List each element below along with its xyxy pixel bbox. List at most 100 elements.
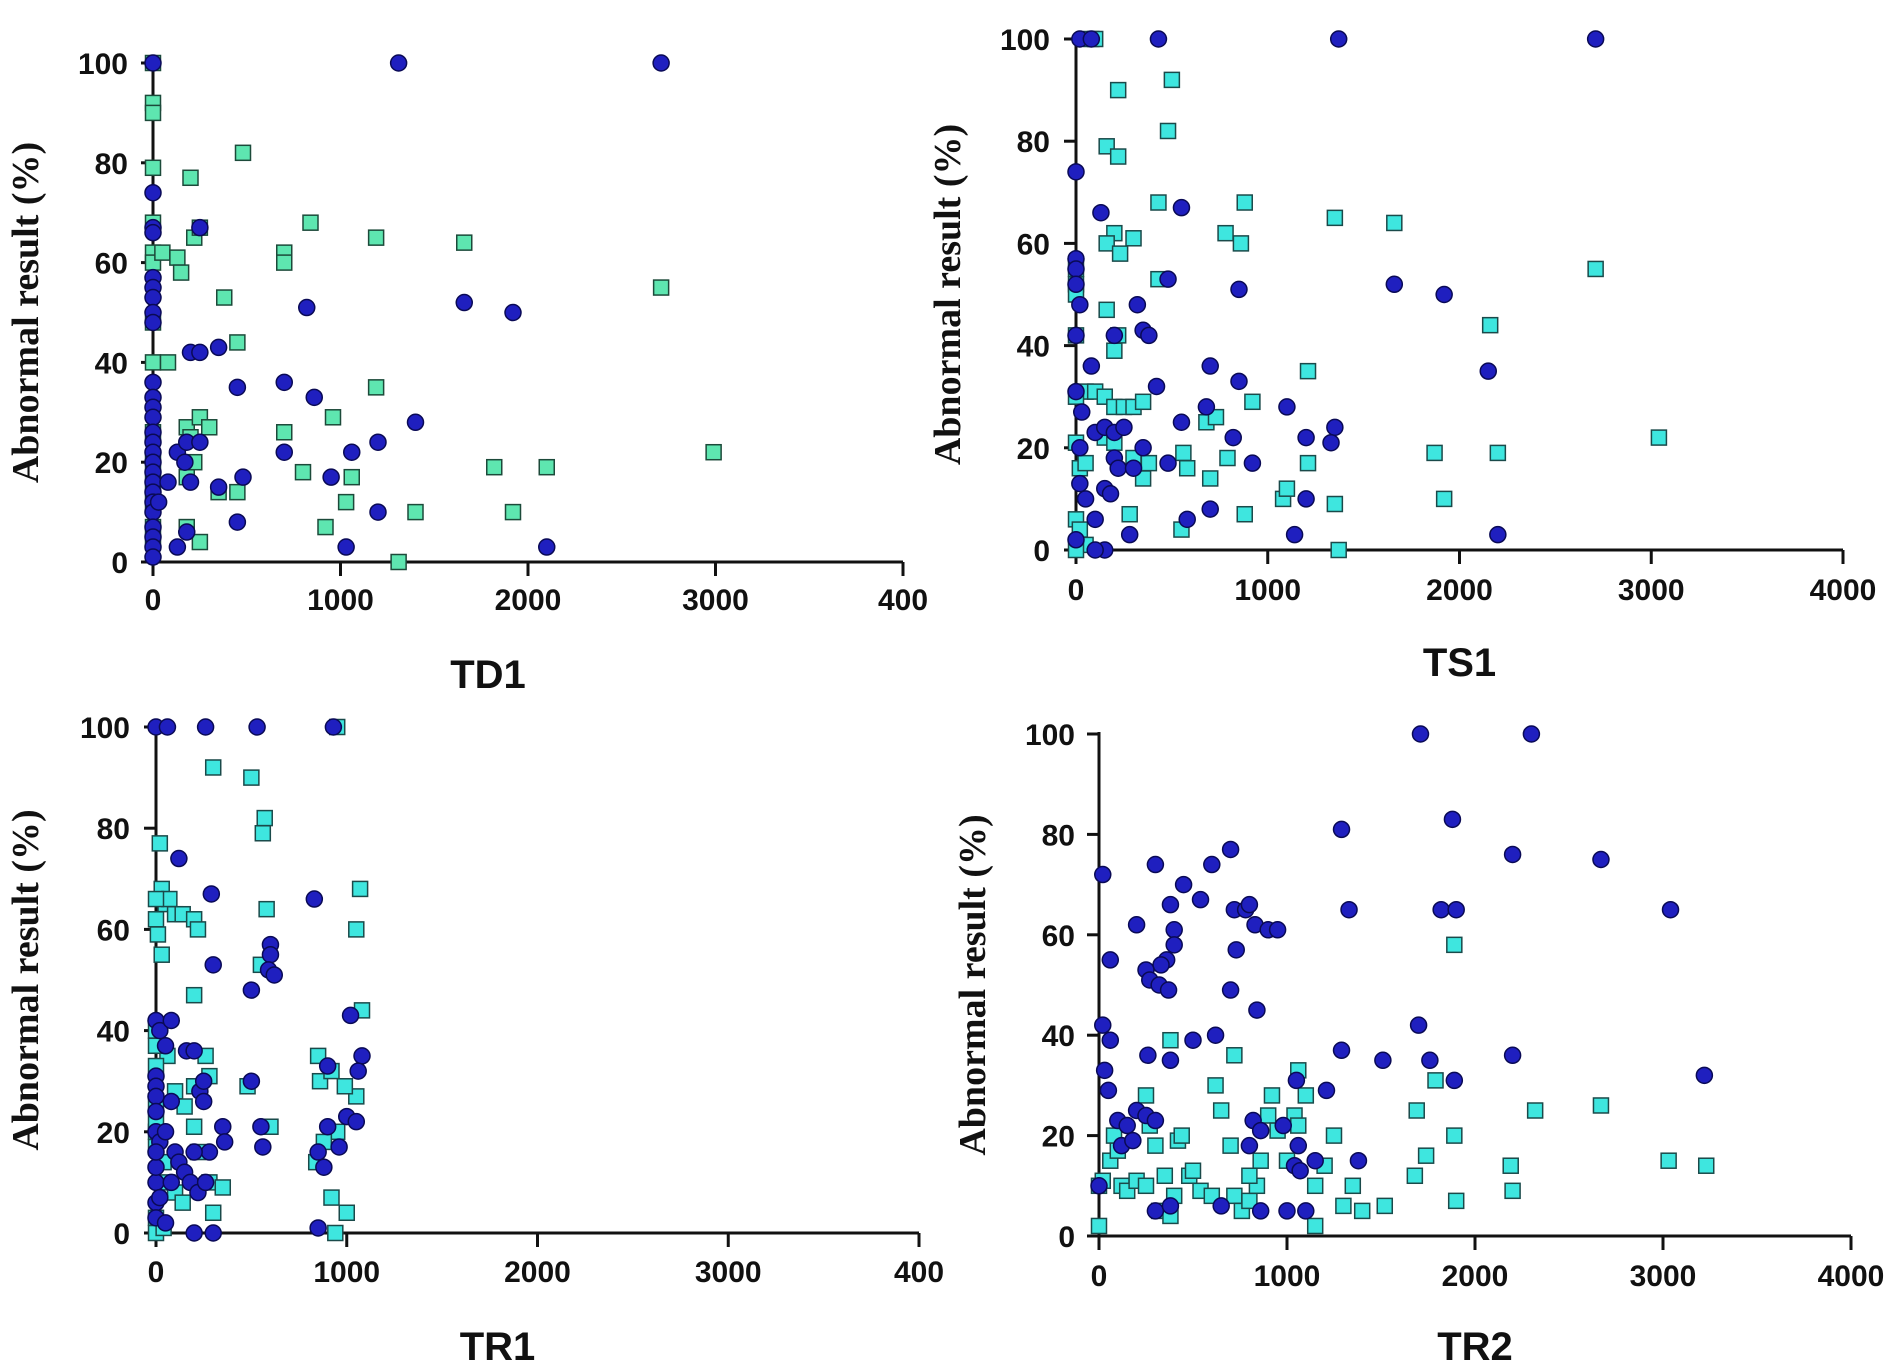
data-point-square [504,503,522,521]
data-point-circle [1124,1131,1142,1150]
data-point-circle [349,1062,367,1080]
x-tick-label: 0 [1091,1260,1108,1293]
data-point-circle [147,1173,165,1192]
data-point-circle [1251,1202,1270,1220]
data-point-circle [1332,1041,1351,1060]
y-tick-label: 40 [1017,331,1050,364]
data-point-circle [1101,1031,1120,1049]
data-point-circle [369,433,387,451]
data-point-circle [194,1092,213,1111]
data-point-square [201,419,218,436]
x-tick-label: 2000 [495,584,562,617]
y-tick-label: 0 [113,1218,130,1251]
data-point-circle [1184,1031,1202,1049]
data-point-circle [1118,1116,1136,1135]
x-axis-title: TR2 [1437,1325,1513,1369]
data-point-circle [1067,260,1085,278]
data-point-square [1090,1217,1108,1235]
data-point-circle [1147,377,1166,396]
data-point-circle [1086,510,1104,529]
data-point-circle [337,538,355,556]
data-point-circle [1278,398,1296,416]
data-point-circle [1661,900,1680,919]
data-point-square [216,289,233,306]
data-point-square [144,354,162,371]
data-point-circle [1445,1071,1464,1090]
data-point-circle [1165,936,1183,954]
data-point-circle [1322,433,1340,452]
y-tick-label: 80 [1017,126,1050,159]
x-tick-label: 2000 [1426,574,1493,607]
data-point-square [367,379,385,396]
data-point-circle [1071,295,1089,314]
data-point-circle [1067,382,1085,401]
data-point-circle [191,218,209,237]
data-point-circle [1297,490,1315,508]
data-point-square [204,759,222,776]
data-point-circle [1411,725,1430,743]
data-point-square [1163,71,1181,89]
data-point-square [1376,1197,1394,1215]
data-point-square [189,921,207,938]
data-point-square [1306,1217,1324,1235]
y-tick-label: 60 [97,914,130,947]
data-point-circle [1146,1202,1165,1220]
data-point-circle [168,538,187,556]
data-point-circle [1134,439,1152,457]
data-point-circle [1095,1061,1114,1080]
data-point-square [1263,1087,1281,1104]
data-point-circle [149,493,168,511]
data-point-square [1417,1147,1435,1164]
data-point-square [407,503,424,521]
data-point-square [1408,1102,1425,1119]
y-tick-label: 60 [1042,920,1075,953]
data-point-square [1330,541,1347,559]
data-point-square [1077,454,1094,472]
x-tick-label: 4000 [1810,574,1877,607]
data-point-circle [144,183,162,202]
data-point-square [324,409,342,426]
x-tick-label: 400 [878,584,928,617]
y-axis-title: Abnormal result (%) [5,142,47,483]
data-point-circle [455,293,473,312]
y-tick-label: 0 [1058,1221,1075,1254]
data-point-circle [1094,865,1112,884]
data-point-square [1306,1177,1324,1195]
chart-panel-0: 0 1000 2000 3000 400020406080100TD1Abnormal … [5,48,928,697]
data-point-square [327,1224,344,1242]
data-point-circle [196,718,215,736]
data-point-square [159,354,177,371]
data-point-circle [1443,810,1462,829]
data-point-square [323,1189,340,1206]
data-point-circle [1140,326,1158,345]
data-point-circle [1522,725,1541,743]
data-point-square [243,769,260,786]
data-point-circle [324,718,343,736]
data-point-circle [1332,820,1351,839]
data-point-circle [298,298,316,317]
data-point-circle [1224,428,1242,447]
data-point-square [1134,393,1152,411]
data-point-circle [185,1143,203,1161]
data-point-square [182,169,199,187]
data-point-square [256,809,273,827]
data-point-circle [1251,1121,1270,1140]
data-point-circle [369,503,387,521]
data-point-circle [1159,270,1177,288]
data-point-square [1207,1077,1224,1094]
data-point-circle [1139,1046,1157,1065]
data-point-square [153,946,170,963]
x-tick-label: 2000 [1442,1260,1509,1293]
data-point-circle [191,343,209,362]
data-point-circle [147,1102,165,1121]
data-point-circle [156,1214,175,1232]
data-point-square [1201,470,1219,487]
data-point-circle [1230,280,1248,299]
data-point-circle [1374,1051,1392,1070]
x-tick-label: 3000 [682,584,749,617]
data-point-circle [1206,1026,1225,1044]
data-point-circle [1159,454,1177,472]
data-point-circle [275,443,293,461]
data-point-circle [1127,916,1146,934]
data-point-circle [1172,198,1191,217]
